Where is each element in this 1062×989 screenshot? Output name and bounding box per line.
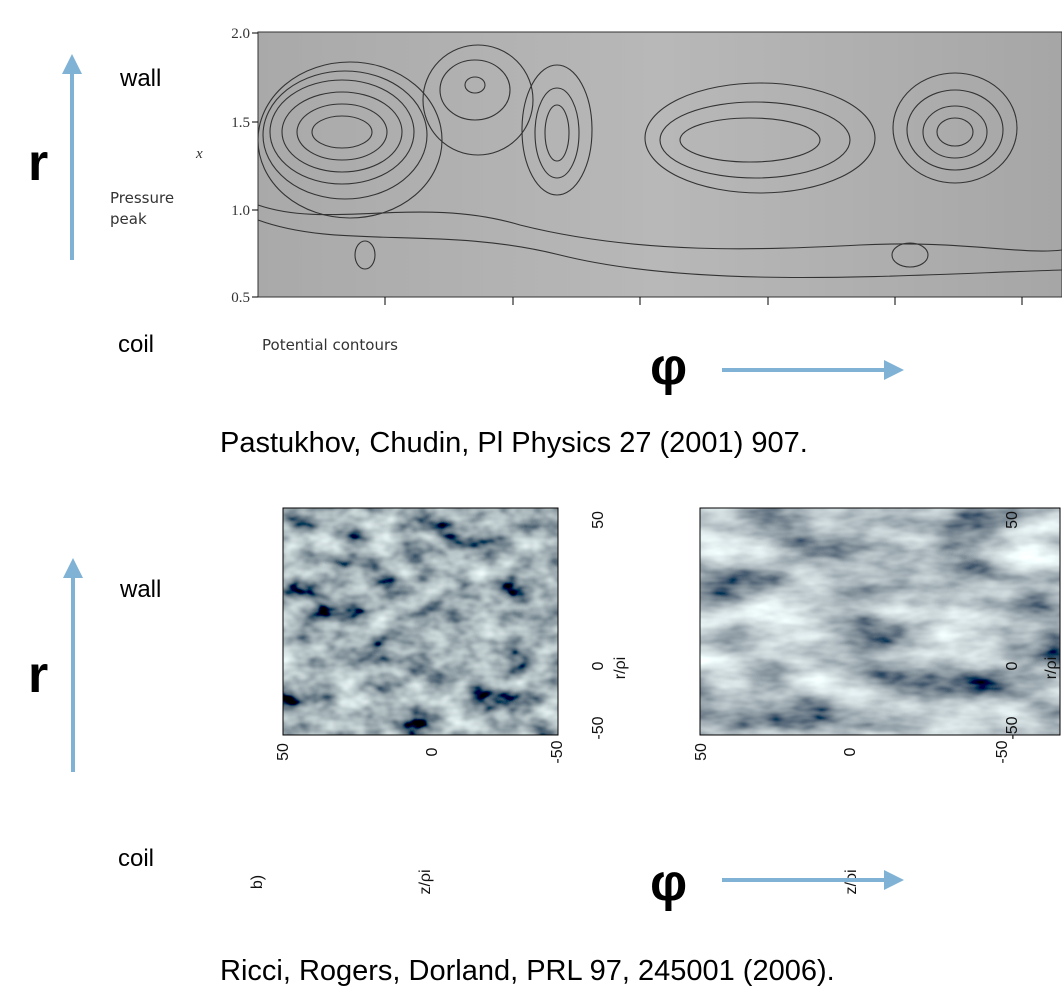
x-tick-label: -50 xyxy=(994,740,1011,763)
x-tick-label: -50 xyxy=(549,740,566,763)
y-axis-label: r/ρi xyxy=(1043,657,1060,679)
y-tick-label: 0.5 xyxy=(231,290,250,306)
frame xyxy=(282,507,559,736)
x-tick-label: 50 xyxy=(275,743,292,761)
y-tick-label: -50 xyxy=(1004,716,1021,739)
panel-label: b) xyxy=(249,875,266,889)
phi-label: φ xyxy=(650,854,687,912)
coil-label: coil xyxy=(118,845,154,872)
coil-label: coil xyxy=(118,331,154,358)
wall-label: wall xyxy=(119,576,161,603)
turbulence-image xyxy=(282,507,559,736)
frame xyxy=(699,507,1061,736)
y-tick-label: 1.5 xyxy=(231,115,250,131)
contour-plot xyxy=(252,31,1062,305)
y-tick-label: 50 xyxy=(590,511,607,529)
citation: Pastukhov, Chudin, Pl Physics 27 (2001) … xyxy=(220,427,808,459)
x-tick-label: 0 xyxy=(842,747,859,756)
r-label: r xyxy=(28,134,48,192)
x-tick-label: 0 xyxy=(424,747,441,756)
citation: Ricci, Rogers, Dorland, PRL 97, 245001 (… xyxy=(220,955,835,987)
y-axis-label: r/ρi xyxy=(612,657,629,679)
x-tick-label: 50 xyxy=(693,743,710,761)
y-tick-label: 0 xyxy=(1004,661,1021,670)
y-tick-label: 1.0 xyxy=(231,203,250,219)
annotation: peak xyxy=(110,210,147,228)
phi-label: φ xyxy=(650,338,687,396)
wall-label: wall xyxy=(119,65,161,92)
y-tick-label: 2.0 xyxy=(231,26,250,42)
y-tick-label: -50 xyxy=(590,716,607,739)
r-label: r xyxy=(28,646,48,704)
axis-label: x xyxy=(195,146,203,162)
figure-subtitle: Potential contours xyxy=(262,336,398,354)
x-axis-label: z/ρi xyxy=(417,869,434,894)
turbulence-image xyxy=(700,508,1060,735)
annotation: Pressure xyxy=(110,189,174,207)
y-tick-label: 0 xyxy=(590,661,607,670)
y-tick-label: 50 xyxy=(1004,511,1021,529)
